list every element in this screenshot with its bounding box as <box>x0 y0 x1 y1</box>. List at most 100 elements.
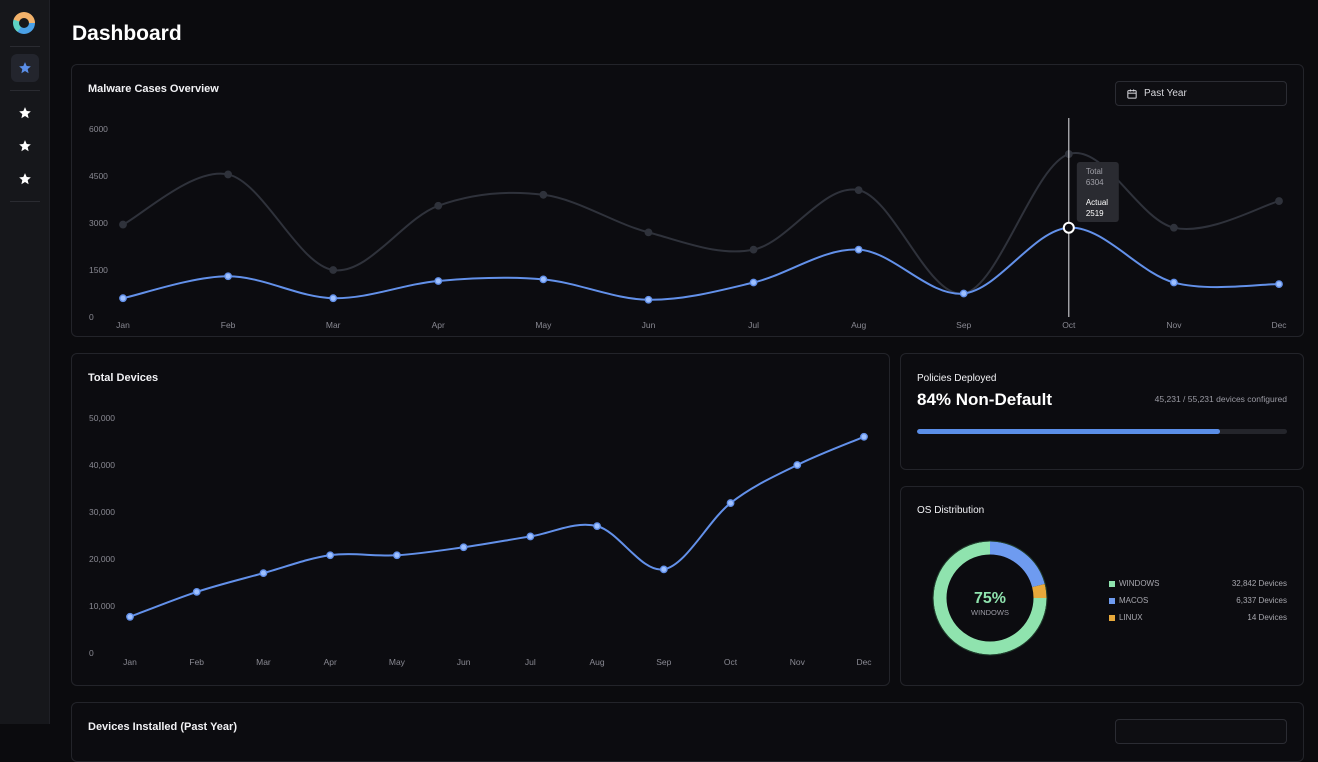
series-line-1 <box>122 226 1280 301</box>
x-tick-label: Nov <box>1166 320 1182 330</box>
data-point <box>726 499 735 507</box>
devices-installed-select[interactable] <box>1115 719 1287 744</box>
star-icon <box>19 173 31 185</box>
data-point <box>793 461 802 469</box>
data-point <box>1275 197 1283 205</box>
y-tick-label: 4500 <box>89 171 108 181</box>
data-point <box>329 294 338 303</box>
x-tick-label: Apr <box>324 657 337 667</box>
y-tick-label: 1500 <box>89 265 108 275</box>
x-tick-label: Jun <box>642 320 656 330</box>
x-tick-label: Dec <box>1271 320 1287 330</box>
x-tick-label: Aug <box>590 657 605 667</box>
data-point <box>326 551 335 560</box>
data-point <box>434 277 443 285</box>
sidebar-item-1[interactable] <box>11 99 39 127</box>
series-line-0 <box>122 152 1280 295</box>
y-tick-label: 3000 <box>89 218 108 228</box>
x-tick-label: May <box>535 320 552 330</box>
data-point <box>224 170 232 179</box>
x-tick-label: Sep <box>956 320 971 330</box>
data-point <box>459 543 468 552</box>
x-tick-label: Jan <box>116 320 130 330</box>
donut-center-value: 75% <box>974 590 1006 607</box>
legend-swatch <box>1109 597 1115 604</box>
legend-value: 14 Devices <box>1247 613 1287 622</box>
data-point <box>854 245 863 254</box>
data-point <box>192 587 201 596</box>
policies-progress-fill <box>917 429 1221 434</box>
os-card-title: OS Distribution <box>917 505 985 516</box>
data-point <box>526 532 535 541</box>
data-point <box>434 201 443 210</box>
data-point <box>854 186 863 195</box>
donut-outline <box>932 540 1048 656</box>
legend-swatch <box>1109 614 1115 621</box>
data-point <box>259 569 268 578</box>
data-point <box>644 228 653 237</box>
x-tick-label: Jun <box>457 657 471 667</box>
star-icon <box>19 107 31 119</box>
x-tick-label: Dec <box>856 657 872 667</box>
x-tick-label: May <box>389 657 406 667</box>
sidebar-item-favorites[interactable] <box>11 54 39 82</box>
star-icon <box>19 140 31 152</box>
x-tick-label: Nov <box>790 657 806 667</box>
data-point <box>749 278 758 287</box>
y-tick-label: 30,000 <box>89 507 115 517</box>
page-title: Dashboard <box>72 22 182 45</box>
x-tick-label: Apr <box>432 320 445 330</box>
x-tick-label: Mar <box>256 657 271 667</box>
x-tick-label: Jul <box>525 657 536 667</box>
legend-label: WINDOWS <box>1119 579 1160 588</box>
y-tick-label: 10,000 <box>89 601 115 611</box>
data-point <box>393 551 401 560</box>
y-tick-label: 0 <box>89 312 94 322</box>
donut-center-label: WINDOWS <box>971 608 1009 617</box>
devices-chart: 0 10,000 20,000 30,000 40,000 50,000 Jan Feb Mar… <box>89 413 872 667</box>
data-point <box>593 522 601 531</box>
devices-card-title: Total Devices <box>88 372 159 384</box>
data-point <box>1170 223 1178 232</box>
tooltip-actual-value: 2519 <box>1086 209 1104 218</box>
y-tick-label: 50,000 <box>89 413 115 423</box>
malware-chart: 0 1500 3000 4500 6000 Jan Feb Mar Apr May Jun Jul Au… <box>89 118 1287 330</box>
data-point <box>1170 278 1178 287</box>
x-tick-label: Sep <box>656 657 671 667</box>
active-point <box>1062 221 1075 234</box>
data-point <box>126 612 134 621</box>
data-point <box>1275 280 1283 289</box>
data-point <box>119 294 127 303</box>
tooltip-box <box>1076 162 1119 222</box>
legend-item-linux: LINUX 14 Devices <box>1109 609 1287 626</box>
data-point <box>959 289 968 298</box>
x-tick-label: Aug <box>851 320 866 330</box>
x-tick-label: Jul <box>748 320 759 330</box>
x-tick-label: Jan <box>123 657 137 667</box>
sidebar <box>0 0 50 724</box>
time-range-select[interactable]: Past Year <box>1115 81 1287 106</box>
policies-card-title: Policies Deployed <box>917 373 997 384</box>
legend-label: MACOS <box>1119 596 1149 605</box>
os-donut-chart: 75% WINDOWS <box>932 540 1048 656</box>
legend-value: 6,337 Devices <box>1236 596 1287 605</box>
x-tick-label: Feb <box>221 320 236 330</box>
time-range-label: Past Year <box>1144 88 1187 99</box>
sidebar-item-2[interactable] <box>11 132 39 160</box>
chart-tooltip: Total 6304 Actual 2519 <box>1076 162 1119 222</box>
sidebar-divider <box>10 46 40 47</box>
total-devices-card: Total Devices 0 10,000 20,000 30,000 40,000 5… <box>71 353 890 686</box>
x-tick-label: Oct <box>724 657 738 667</box>
malware-card-title: Malware Cases Overview <box>88 83 219 95</box>
sidebar-divider <box>10 201 40 202</box>
data-point <box>749 245 758 254</box>
devices-installed-card: Devices Installed (Past Year) <box>71 702 1304 762</box>
y-tick-label: 40,000 <box>89 460 115 470</box>
data-point <box>539 275 548 284</box>
legend-label: LINUX <box>1119 613 1143 622</box>
sidebar-item-3[interactable] <box>11 165 39 193</box>
sidebar-divider <box>10 90 40 91</box>
app-logo[interactable] <box>13 12 35 34</box>
x-tick-label: Oct <box>1062 320 1076 330</box>
tooltip-actual-label: Actual <box>1086 198 1108 207</box>
